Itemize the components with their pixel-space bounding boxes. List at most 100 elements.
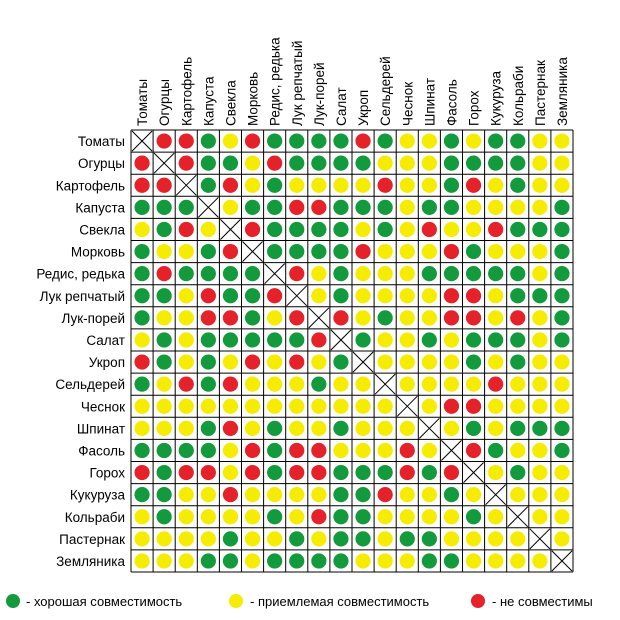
- row-label-кукуруза: Кукуруза: [70, 488, 126, 503]
- diagonal-cross: [220, 219, 241, 240]
- cell-кукуруза--салат: [333, 487, 349, 503]
- cell-огурцы--капуста: [200, 155, 216, 171]
- cell-морковь--кольраби: [510, 243, 526, 260]
- cell-редис-редька--чеснок: [399, 266, 415, 282]
- cell-редис-редька--картофель: [178, 266, 194, 282]
- cell-сельдерей--картофель: [178, 376, 194, 392]
- cell-земляника--морковь: [244, 553, 261, 569]
- cell-чеснок--кукуруза: [488, 398, 504, 414]
- cell-томаты--свекла: [222, 133, 239, 149]
- cell-огурцы--салат: [333, 155, 349, 171]
- cell-капуста--земляника: [554, 199, 570, 215]
- cell-пастернак--земляника: [554, 531, 570, 547]
- legend-ok-label: - приемлемая совместимость: [250, 594, 429, 609]
- cell-редис-редька--лук-репчатый: [289, 266, 305, 282]
- cell-огурцы--картофель: [178, 155, 194, 171]
- cell-кольраби--картофель: [178, 509, 194, 525]
- cell-кукуруза--земляника: [554, 487, 570, 503]
- cell-томаты--фасоль: [443, 133, 460, 149]
- cell-редис-редька--земляника: [554, 266, 570, 282]
- cell-укроп--томаты: [134, 354, 150, 370]
- cell-сельдерей--морковь: [244, 376, 261, 392]
- cell-лук-репчатый--кукуруза: [488, 288, 504, 304]
- cell-капуста--редис-редька: [267, 199, 283, 215]
- cell-сельдерей--лук-репчатый: [289, 376, 305, 392]
- row-label-фасоль: Фасоль: [78, 443, 125, 458]
- cell-сельдерей--капуста: [200, 376, 216, 392]
- cell-томаты--огурцы: [156, 133, 172, 149]
- cell-горох--лук-репчатый: [289, 464, 305, 481]
- cell-горох--кольраби: [510, 464, 526, 481]
- cell-лук-репчатый--капуста: [200, 288, 216, 304]
- cell-салат--кольраби: [510, 332, 526, 348]
- legend-ok-marker: [229, 594, 243, 608]
- diagonal-cross: [197, 196, 219, 218]
- cell-укроп--фасоль: [443, 354, 460, 370]
- cell-земляника--кольраби: [510, 553, 526, 569]
- cell-морковь--пастернак: [532, 243, 548, 260]
- row-label-лук-репчатый: Лук репчатый: [40, 289, 125, 304]
- cell-кукуруза--лук-порей: [311, 487, 327, 503]
- cell-сельдерей--фасоль: [443, 376, 460, 392]
- cell-чеснок--томаты: [134, 398, 150, 414]
- cell-горох--лук-порей: [311, 464, 327, 481]
- cell-морковь--лук-репчатый: [289, 243, 305, 260]
- cell-укроп--чеснок: [399, 354, 415, 370]
- cell-пастернак--капуста: [200, 531, 216, 547]
- cell-пастернак--лук-репчатый: [289, 531, 305, 547]
- cell-укроп--кукуруза: [488, 354, 504, 370]
- cell-земляника--огурцы: [156, 553, 172, 569]
- cell-лук-порей--шпинат: [421, 310, 437, 326]
- cell-сельдерей--шпинат: [421, 376, 437, 392]
- cell-капуста--свекла: [222, 199, 239, 215]
- cell-пастернак--редис-редька: [267, 531, 283, 547]
- cell-лук-репчатый--шпинат: [421, 288, 437, 304]
- cell-кукуруза--шпинат: [421, 487, 437, 503]
- cell-томаты--лук-репчатый: [289, 133, 305, 149]
- cell-сельдерей--кольраби: [510, 376, 526, 392]
- row-label-салат: Салат: [86, 333, 125, 348]
- cell-кукуруза--капуста: [200, 487, 216, 503]
- cell-фасоль--сельдерей: [377, 442, 393, 459]
- cell-шпинат--земляника: [554, 420, 570, 436]
- cell-пастернак--шпинат: [421, 531, 437, 547]
- cell-лук-репчатый--кольраби: [510, 288, 526, 304]
- cell-земляника--сельдерей: [377, 553, 393, 569]
- cell-капуста--кольраби: [510, 199, 526, 215]
- cell-кольраби--кукуруза: [488, 509, 504, 525]
- cell-салат--укроп: [355, 332, 371, 348]
- cell-картофель--укроп: [355, 177, 371, 193]
- cell-фасоль--пастернак: [532, 442, 548, 459]
- cell-пастернак--укроп: [355, 531, 371, 547]
- cell-морковь--чеснок: [399, 243, 415, 260]
- cell-кукуруза--лук-репчатый: [289, 487, 305, 503]
- diagonal-cross: [441, 440, 462, 461]
- cell-морковь--кукуруза: [488, 243, 504, 260]
- cell-горох--огурцы: [156, 464, 172, 481]
- cell-кольраби--укроп: [355, 509, 371, 525]
- cell-горох--фасоль: [443, 464, 460, 481]
- cell-шпинат--фасоль: [443, 420, 460, 436]
- row-label-земляника: Земляника: [56, 554, 125, 569]
- cell-фасоль--томаты: [134, 442, 150, 459]
- cell-огурцы--земляника: [554, 155, 570, 171]
- cell-укроп--кольраби: [510, 354, 526, 370]
- row-label-лук-порей: Лук-порей: [61, 311, 125, 326]
- row-label-томаты: Томаты: [78, 134, 125, 149]
- cell-салат--огурцы: [156, 332, 172, 348]
- cell-салат--земляника: [554, 332, 570, 348]
- cell-пастернак--лук-порей: [311, 531, 327, 547]
- cell-лук-порей--картофель: [178, 310, 194, 326]
- row-label-горох: Горох: [89, 466, 125, 481]
- cell-свекла--капуста: [200, 221, 216, 238]
- cell-горох--салат: [333, 464, 349, 481]
- cell-укроп--горох: [465, 354, 482, 370]
- legend-bad-label: - не совместимы: [492, 594, 593, 609]
- cell-фасоль--чеснок: [399, 442, 415, 459]
- cell-кольраби--сельдерей: [377, 509, 393, 525]
- cell-огурцы--шпинат: [421, 155, 437, 171]
- cell-томаты--кукуруза: [488, 133, 504, 149]
- cell-пастернак--горох: [465, 531, 482, 547]
- cell-фасоль--кольраби: [510, 442, 526, 459]
- cell-земляника--редис-редька: [267, 553, 283, 569]
